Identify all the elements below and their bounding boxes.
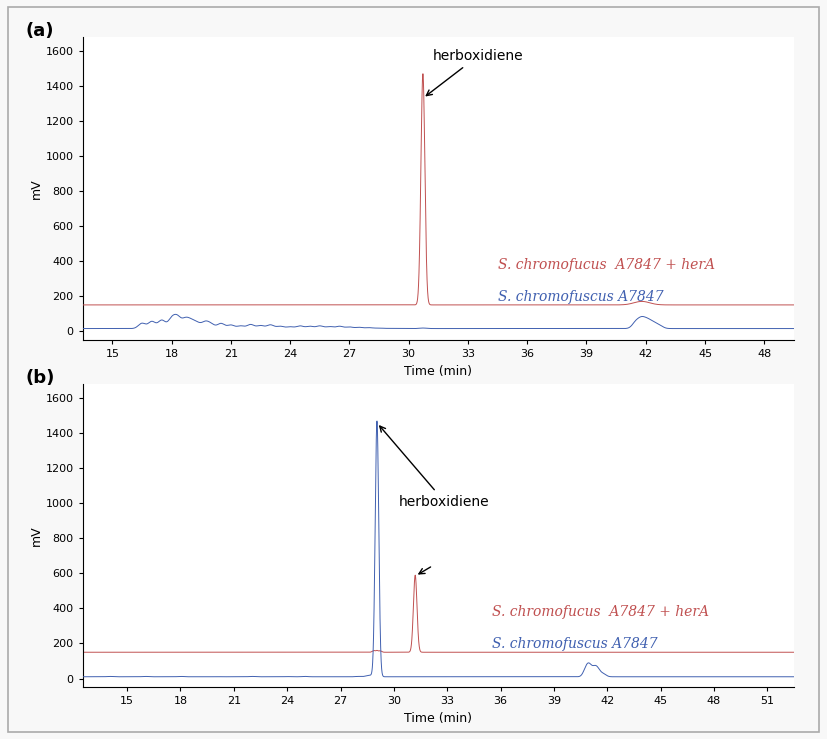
X-axis label: Time (min): Time (min) xyxy=(404,712,472,725)
Text: S. chromofuscus A7847: S. chromofuscus A7847 xyxy=(491,637,657,651)
Text: (a): (a) xyxy=(26,21,55,40)
Text: herboxidiene: herboxidiene xyxy=(427,50,523,95)
Text: S. chromofuscus A7847: S. chromofuscus A7847 xyxy=(498,290,663,304)
Y-axis label: mV: mV xyxy=(30,178,43,199)
X-axis label: Time (min): Time (min) xyxy=(404,364,472,378)
Text: herboxidiene: herboxidiene xyxy=(380,426,490,508)
Y-axis label: mV: mV xyxy=(30,525,43,546)
Text: S. chromofucus  A7847 + herA: S. chromofucus A7847 + herA xyxy=(491,605,709,619)
Text: (b): (b) xyxy=(26,370,55,387)
Text: S. chromofucus  A7847 + herA: S. chromofucus A7847 + herA xyxy=(498,258,715,272)
